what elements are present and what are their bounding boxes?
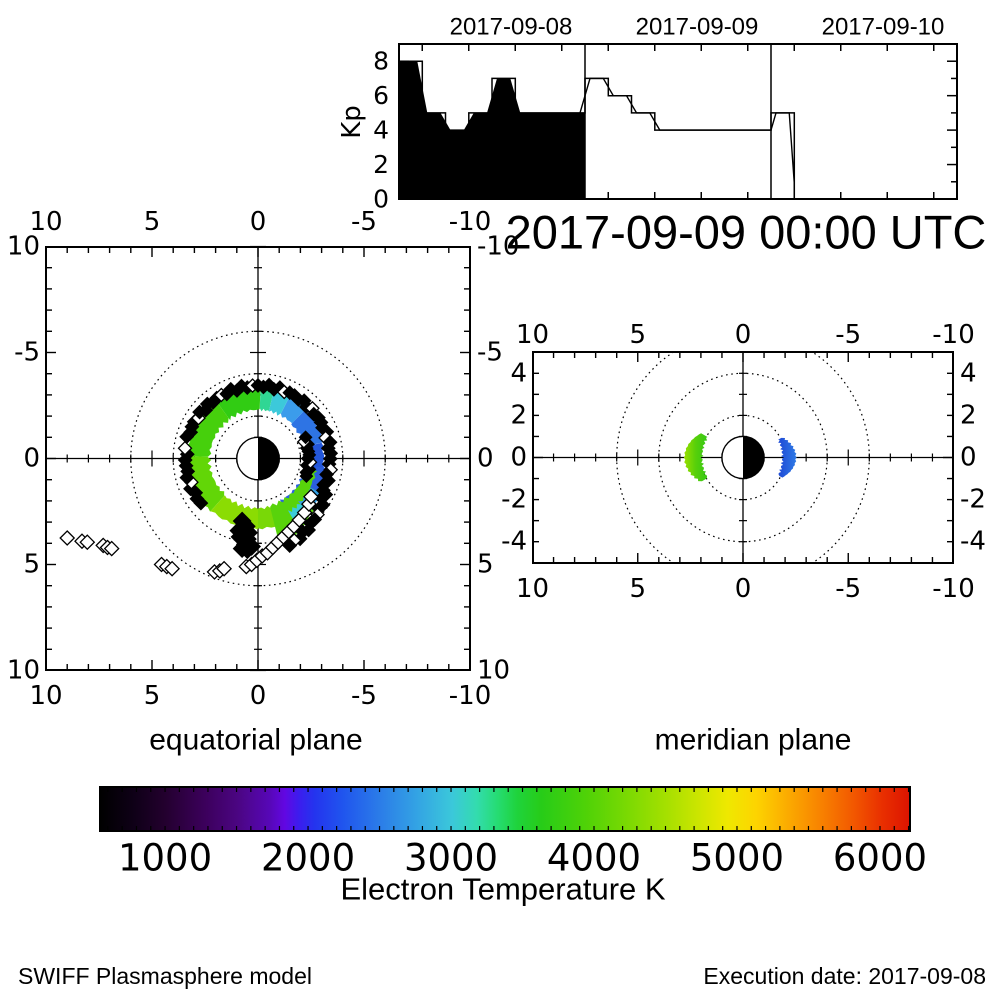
mer-right-tick-label: -4: [960, 527, 986, 557]
satellite-trail-diamond: [216, 560, 233, 577]
cbar-tick-label: 4000: [547, 837, 641, 880]
kp-ytick-label: 0: [373, 185, 389, 214]
mer-top-tick-label: -10: [932, 320, 974, 350]
earth-night-half: [258, 437, 280, 480]
kp-index-chart: 0 2 4 6 8 2017-09-08 2017-09-09 2017-09-10: [373, 14, 958, 214]
satellite-trail-diamond: [164, 560, 181, 577]
eq-top-tick-label: -5: [351, 207, 377, 237]
eq-bottom-tick-label: 5: [144, 681, 161, 711]
satellite-track-diamond: [298, 430, 313, 445]
cbar-tick-label: 6000: [833, 837, 927, 880]
eq-top-tick-label: -10: [449, 207, 491, 237]
satellite-trail-diamond: [59, 530, 76, 546]
meridian-clipped-content: [533, 352, 953, 563]
kp-date-label: 2017-09-09: [636, 14, 759, 41]
footer-model-name: SWIFF Plasmasphere model: [18, 963, 312, 989]
kp-ytick-label: 4: [373, 116, 389, 145]
mer-right-tick-label: 0: [960, 443, 977, 473]
mer-left-tick-label: 2: [510, 400, 527, 430]
mer-bottom-tick-label: 5: [629, 574, 646, 604]
colorbar-frame: [99, 786, 911, 832]
kp-day1-fill: [399, 61, 585, 200]
eq-right-tick-label: 5: [477, 550, 494, 580]
mer-bottom-tick-label: -5: [835, 574, 861, 604]
kp-date-label: 2017-09-08: [450, 14, 573, 41]
mer-left-tick-label: 4: [510, 358, 527, 388]
eq-top-tick-label: 10: [29, 207, 62, 237]
mer-bottom-tick-label: 0: [735, 574, 752, 604]
footer-execution-date: Execution date: 2017-09-08: [703, 963, 986, 989]
eq-top-tick-label: 5: [144, 207, 161, 237]
equatorial-plane-title: equatorial plane: [149, 724, 363, 757]
colorbar-gradient: [100, 787, 910, 831]
kp-line-days-2-3: [579, 77, 795, 199]
cbar-tick-label: 2000: [261, 837, 355, 880]
cbar-tick-label: 1000: [118, 837, 212, 880]
cbar-tick-label: 5000: [690, 837, 784, 880]
mer-top-tick-label: 0: [735, 320, 752, 350]
mer-right-tick-label: 2: [960, 400, 977, 430]
kp-ytick-label: 2: [373, 150, 389, 179]
eq-right-tick-label: 0: [477, 444, 494, 474]
plasmasphere-segment-11: [270, 468, 320, 547]
satellite-trail-diamond: [303, 488, 319, 505]
eq-bottom-tick-label: 0: [250, 681, 267, 711]
eq-bottom-tick-label: -10: [449, 681, 491, 711]
satellite-trail-diamond: [79, 534, 96, 551]
mer-left-tick-label: -2: [501, 485, 527, 515]
plasmasphere-segment-7: [187, 400, 229, 457]
mer-top-tick-label: 5: [629, 320, 646, 350]
eq-right-tick-label: 10: [477, 656, 510, 686]
dayside-plasma: [683, 433, 708, 482]
eq-left-tick-label: -5: [14, 338, 40, 368]
eq-left-tick-label: 0: [23, 444, 40, 474]
eq-right-tick-label: -10: [477, 232, 519, 262]
mer-right-tick-label: -2: [960, 485, 986, 515]
plasmasphere-segment-8: [186, 456, 225, 512]
satellite-cluster-diamond: [242, 537, 262, 556]
kp-date-label: 2017-09-10: [822, 14, 945, 41]
colorbar: 1000 2000 3000 4000 5000 6000: [99, 786, 927, 880]
satellite-track-diamond: [177, 440, 193, 456]
mer-right-tick-label: 4: [960, 358, 977, 388]
plasmasphere-segment-3: [280, 396, 307, 424]
timestamp-title: 2017-09-09 00:00 UTC: [506, 206, 987, 259]
meridian-plane-title: meridian plane: [655, 724, 852, 757]
kp-ytick-label: 8: [373, 47, 389, 76]
mer-bottom-tick-label: -10: [932, 574, 974, 604]
eq-left-tick-label: 5: [23, 550, 40, 580]
mer-top-tick-label: 10: [516, 320, 549, 350]
satellite-cluster-diamond: [234, 524, 254, 544]
earth-night-half: [743, 436, 765, 479]
kp-ylabel: Kp: [337, 105, 367, 139]
eq-right-tick-label: -5: [477, 338, 503, 368]
eq-bottom-tick-label: -5: [351, 681, 377, 711]
eq-top-tick-label: 0: [250, 207, 267, 237]
satellite-trail-diamond: [103, 540, 120, 557]
eq-left-tick-label: 10: [7, 656, 40, 686]
plasmasphere-segment-2: [291, 409, 325, 447]
kp-ytick-label: 6: [373, 81, 389, 110]
cbar-tick-label: 3000: [404, 837, 498, 880]
mer-left-tick-label: 0: [510, 443, 527, 473]
mer-top-tick-label: -5: [835, 320, 861, 350]
nightside-plasma: [778, 437, 797, 478]
mer-bottom-tick-label: 10: [516, 574, 549, 604]
satellite-track-diamond: [282, 538, 298, 554]
meridian-plane-plot: 10 10 5 5 0 0 -5 -5 -10 -10 4 4 2 2 0 0 -2 -2 -4 -4: [501, 320, 986, 604]
mer-left-tick-label: -4: [501, 527, 527, 557]
colorbar-caption: Electron Temperature K: [340, 872, 665, 907]
eq-left-tick-label: 10: [7, 232, 40, 262]
eq-bottom-tick-label: 10: [29, 681, 62, 711]
